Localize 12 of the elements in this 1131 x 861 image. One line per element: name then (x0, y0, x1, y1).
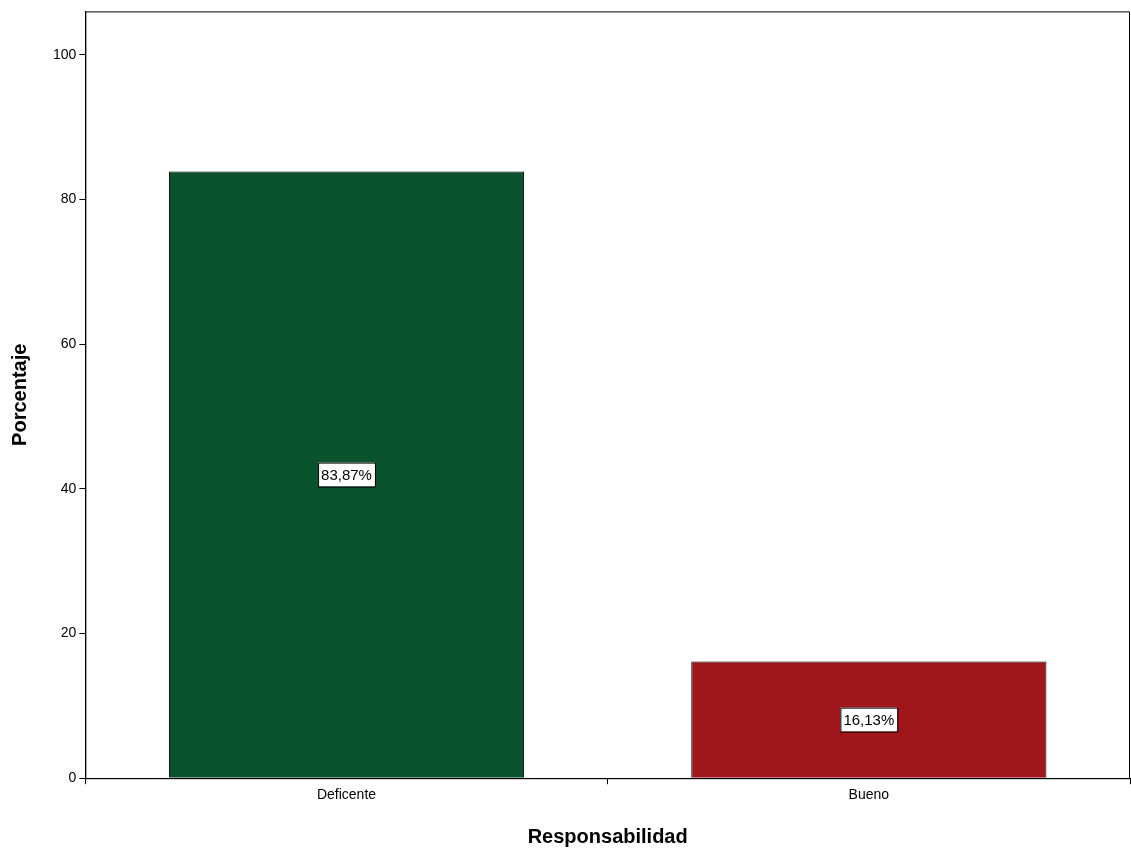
y-axis-title: Porcentaje (7, 343, 30, 446)
x-axis-title: Responsabilidad (527, 824, 688, 847)
y-tick-label: 60 (60, 335, 77, 352)
data-label: 83,87% (321, 465, 372, 483)
y-tick-label: 100 (53, 45, 77, 62)
y-tick-label: 40 (60, 479, 77, 496)
x-tick-label: Bueno (848, 786, 890, 803)
x-tick-label: Deficente (316, 786, 377, 803)
y-tick-label: 0 (68, 769, 77, 786)
y-tick-label: 80 (60, 190, 77, 207)
y-tick-label: 20 (60, 624, 77, 641)
data-label: 16,13% (843, 710, 895, 728)
